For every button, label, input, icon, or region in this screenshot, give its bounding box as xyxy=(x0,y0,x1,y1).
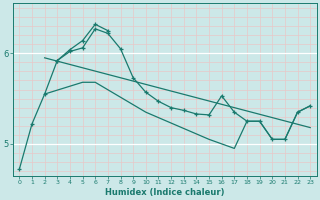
X-axis label: Humidex (Indice chaleur): Humidex (Indice chaleur) xyxy=(105,188,225,197)
